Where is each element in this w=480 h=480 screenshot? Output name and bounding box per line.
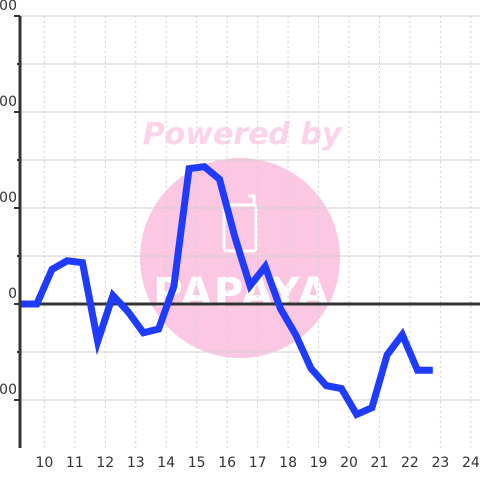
x-tick-label: 16 <box>218 455 236 471</box>
y-tick-label: 0 <box>8 286 17 302</box>
watermark-powered-by: Powered by <box>143 117 343 152</box>
x-tick-label: 23 <box>431 455 449 471</box>
y-tick-label: 1,000 <box>0 94 17 110</box>
x-tick-label: 18 <box>279 455 297 471</box>
watermark: Powered by PAPAYA <box>140 117 343 358</box>
x-tick-label: 19 <box>310 455 328 471</box>
x-tick-label: 11 <box>66 455 84 471</box>
y-tick-label: 500 <box>0 190 17 206</box>
x-tick-label: 10 <box>35 455 53 471</box>
x-tick-label: 24 <box>462 455 480 471</box>
x-tick-label: 17 <box>249 455 267 471</box>
y-tick-label: 1,500 <box>0 0 17 14</box>
series-line-0 <box>21 163 433 419</box>
axes <box>14 15 22 448</box>
y-tick-label: -500 <box>0 382 17 398</box>
x-tick-label: 20 <box>340 455 358 471</box>
series-layer <box>21 163 433 419</box>
x-tick-label: 14 <box>157 455 175 471</box>
x-tick-label: 21 <box>371 455 389 471</box>
watermark-brand: PAPAYA <box>153 270 330 316</box>
x-tick-label: 13 <box>127 455 145 471</box>
x-tick-label: 15 <box>188 455 206 471</box>
x-tick-label: 12 <box>96 455 114 471</box>
x-tick-label: 22 <box>401 455 419 471</box>
